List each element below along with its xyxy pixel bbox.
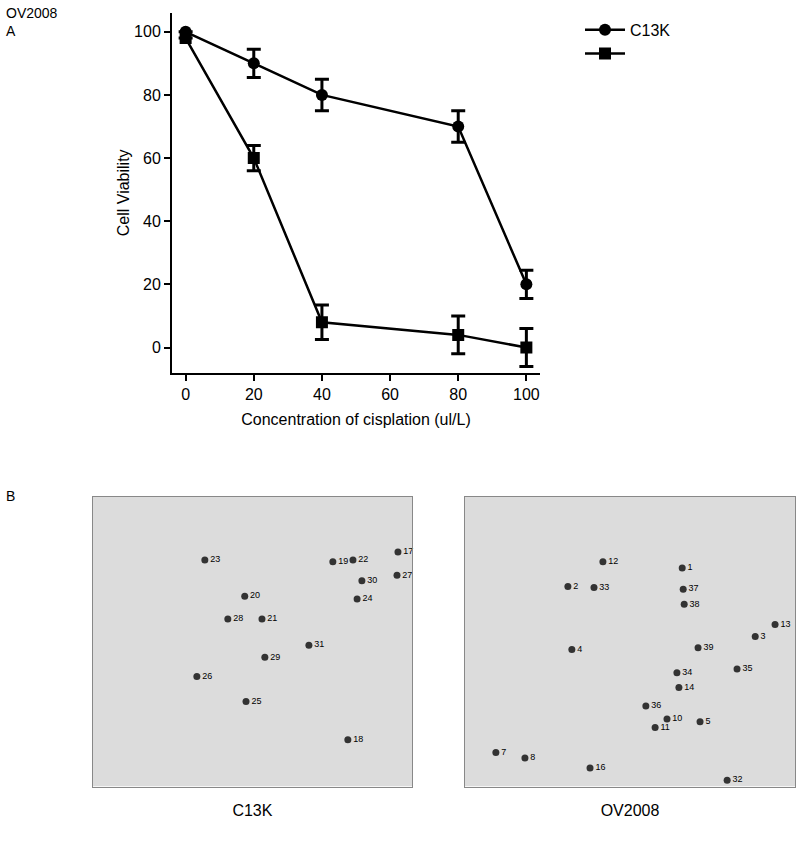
svg-text:30: 30	[367, 575, 377, 585]
svg-text:12: 12	[608, 556, 618, 566]
svg-text:60: 60	[143, 150, 161, 167]
svg-text:4: 4	[577, 644, 582, 654]
svg-text:B: B	[6, 488, 15, 504]
svg-text:Cell Viability: Cell Viability	[115, 149, 132, 236]
svg-text:Concentration of cisplation (u: Concentration of cisplation (ul/L)	[241, 411, 470, 428]
svg-text:17: 17	[403, 546, 413, 556]
svg-text:23: 23	[210, 554, 220, 564]
svg-text:24: 24	[362, 593, 372, 603]
svg-text:37: 37	[689, 583, 699, 593]
svg-text:34: 34	[682, 667, 692, 677]
svg-text:C13K: C13K	[630, 22, 670, 39]
svg-text:33: 33	[599, 582, 609, 592]
svg-text:OV2008: OV2008	[6, 5, 58, 21]
svg-text:27: 27	[402, 570, 412, 580]
svg-text:3: 3	[761, 631, 766, 641]
svg-text:29: 29	[270, 652, 280, 662]
svg-text:38: 38	[690, 599, 700, 609]
svg-text:​: ​	[630, 46, 631, 63]
svg-text:26: 26	[202, 671, 212, 681]
svg-text:32: 32	[733, 774, 743, 784]
svg-text:11: 11	[660, 722, 669, 732]
svg-text:35: 35	[742, 663, 752, 673]
svg-text:100: 100	[134, 23, 161, 40]
svg-text:60: 60	[381, 386, 399, 403]
svg-text:7: 7	[501, 747, 506, 757]
svg-text:21: 21	[267, 613, 277, 623]
svg-text:20: 20	[245, 386, 263, 403]
svg-text:40: 40	[313, 386, 331, 403]
svg-text:0: 0	[181, 386, 190, 403]
svg-text:A: A	[6, 23, 16, 39]
svg-text:16: 16	[595, 762, 605, 772]
svg-text:18: 18	[353, 734, 363, 744]
svg-text:8: 8	[530, 752, 535, 762]
svg-text:28: 28	[233, 613, 243, 623]
svg-text:C13K: C13K	[232, 802, 272, 819]
svg-text:19: 19	[338, 556, 348, 566]
svg-text:0: 0	[152, 339, 161, 356]
svg-text:14: 14	[684, 682, 694, 692]
svg-text:39: 39	[703, 642, 713, 652]
svg-text:5: 5	[705, 716, 710, 726]
svg-text:10: 10	[672, 713, 682, 723]
svg-text:31: 31	[314, 639, 324, 649]
svg-text:80: 80	[143, 87, 161, 104]
svg-text:80: 80	[449, 386, 467, 403]
svg-text:1: 1	[688, 562, 693, 572]
svg-text:40: 40	[143, 213, 161, 230]
svg-text:22: 22	[358, 554, 368, 564]
svg-text:2: 2	[573, 581, 578, 591]
svg-text:20: 20	[250, 590, 260, 600]
svg-text:OV2008: OV2008	[601, 802, 660, 819]
svg-text:25: 25	[251, 696, 261, 706]
svg-text:100: 100	[513, 386, 540, 403]
svg-text:20: 20	[143, 276, 161, 293]
svg-text:13: 13	[780, 619, 790, 629]
svg-text:36: 36	[651, 700, 661, 710]
